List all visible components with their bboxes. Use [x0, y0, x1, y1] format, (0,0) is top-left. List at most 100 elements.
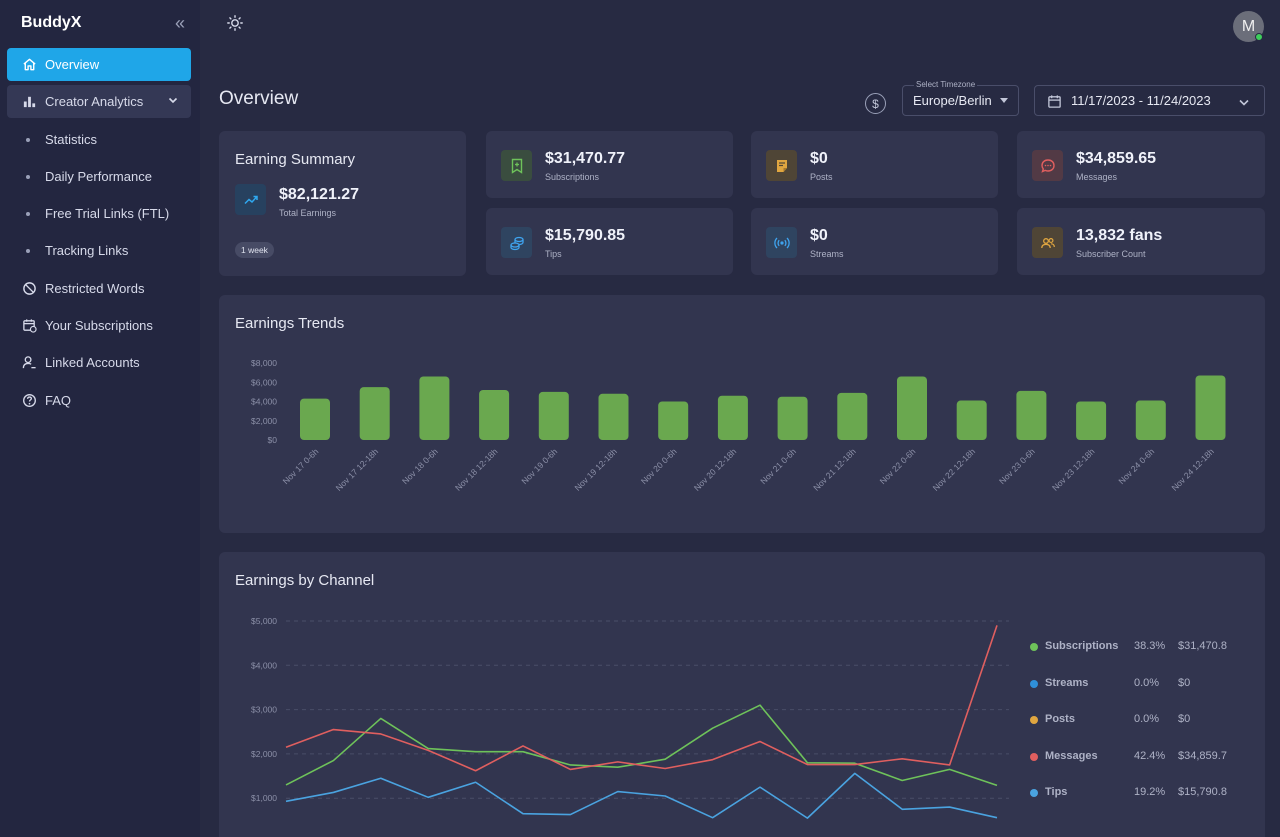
sidebar-item-label: Statistics — [45, 131, 98, 147]
bar[interactable] — [300, 398, 330, 440]
trending-up-icon — [235, 184, 266, 215]
sidebar-item-your-subscriptions[interactable]: Your Subscriptions — [7, 309, 191, 342]
stat-label: Messages — [1076, 172, 1118, 182]
x-tick-label: Nov 20 0-6h — [639, 446, 679, 486]
legend-amount: $34,859.7 — [1178, 749, 1227, 762]
calendar-icon — [1047, 94, 1062, 112]
sidebar-item-label: FAQ — [45, 392, 72, 408]
legend-percent: 42.4% — [1134, 749, 1166, 762]
legend-item-subscriptions[interactable]: Subscriptions 38.3% $31,470.8 — [1030, 639, 1260, 655]
sidebar-item-free-trial-links[interactable]: Free Trial Links (FTL) — [7, 197, 191, 230]
stat-label: Subscriber Count — [1076, 249, 1146, 259]
bar[interactable] — [717, 395, 748, 440]
avatar-letter: M — [1241, 17, 1256, 35]
stat-card-posts: $0 Posts — [751, 131, 998, 198]
broadcast-icon — [766, 227, 797, 258]
sidebar-item-label: Your Subscriptions — [45, 318, 153, 334]
sidebar-item-faq[interactable]: FAQ — [7, 384, 191, 417]
sidebar-item-label: Daily Performance — [45, 168, 152, 184]
bar[interactable] — [897, 376, 927, 440]
caret-down-icon — [1000, 98, 1008, 103]
x-tick-label: Nov 22 0-6h — [878, 446, 918, 486]
currency-button[interactable]: $ — [865, 93, 886, 114]
bar[interactable] — [598, 393, 629, 440]
period-chip[interactable]: 1 week — [235, 242, 274, 258]
bar[interactable] — [1076, 401, 1107, 441]
x-tick-label: Nov 17 0-6h — [281, 446, 321, 486]
bar[interactable] — [1195, 375, 1226, 440]
help-circle-icon — [21, 392, 37, 408]
bar[interactable] — [1016, 390, 1047, 440]
stat-label: Tips — [545, 249, 562, 259]
sidebar-item-tracking-links[interactable]: Tracking Links — [7, 234, 191, 267]
x-tick-label: Nov 23 0-6h — [997, 446, 1037, 486]
bar[interactable] — [479, 389, 510, 440]
sidebar: BuddyX « Overview Creator Analytics Stat… — [0, 0, 200, 837]
bookmark-plus-icon — [501, 150, 532, 181]
bar[interactable] — [837, 392, 868, 440]
y-tick-label: $6,000 — [251, 377, 277, 387]
collapse-sidebar-button[interactable]: « — [170, 13, 190, 33]
sidebar-item-label: Free Trial Links (FTL) — [45, 206, 170, 222]
sidebar-item-statistics[interactable]: Statistics — [7, 123, 191, 156]
earning-summary-card: Earning Summary $82,121.27 Total Earning… — [219, 131, 466, 276]
series-line-tips[interactable] — [285, 772, 998, 819]
sidebar-item-restricted-words[interactable]: Restricted Words — [7, 272, 191, 305]
stat-card-tips: $15,790.85 Tips — [486, 208, 733, 275]
legend-amount: $0 — [1178, 713, 1191, 725]
y-tick-label: $2,000 — [251, 416, 277, 426]
theme-toggle-button[interactable] — [226, 14, 244, 32]
y-tick-label: $5,000 — [251, 616, 277, 626]
earnings-by-channel-chart: $5,000 $4,000 $3,000 $2,000 $1,000 — [251, 616, 1009, 819]
sidebar-item-creator-analytics[interactable]: Creator Analytics — [7, 85, 191, 119]
legend-name: Tips — [1045, 786, 1068, 798]
legend-swatch — [1030, 752, 1038, 761]
y-tick-label: $4,000 — [251, 397, 277, 407]
legend-percent: 38.3% — [1134, 640, 1166, 652]
bar[interactable] — [956, 400, 987, 440]
legend-swatch — [1030, 789, 1038, 797]
stat-card-messages: $34,859.65 Messages — [1017, 131, 1265, 198]
dollar-icon: $ — [872, 96, 879, 111]
y-tick-label: $4,000 — [251, 660, 277, 670]
sidebar-item-overview[interactable]: Overview — [7, 48, 191, 81]
legend-item-posts[interactable]: Posts 0.0% $0 — [1030, 712, 1260, 728]
series-line-messages[interactable] — [285, 625, 998, 772]
chevron-down-icon — [167, 94, 179, 109]
bar[interactable] — [658, 401, 689, 441]
x-tick-label: Nov 18 12-18h — [453, 446, 500, 493]
timezone-select[interactable]: Europe/Berlin — [902, 85, 1019, 116]
ban-icon — [21, 280, 37, 296]
bar[interactable] — [419, 376, 450, 440]
legend-item-streams[interactable]: Streams 0.0% $0 — [1030, 676, 1260, 692]
bar[interactable] — [538, 391, 569, 440]
x-tick-label: Nov 19 12-18h — [572, 446, 619, 493]
legend-name: Subscriptions — [1045, 640, 1119, 652]
sidebar-item-label: Creator Analytics — [45, 94, 144, 110]
bar[interactable] — [359, 387, 390, 440]
series-line-subscriptions[interactable] — [285, 704, 998, 787]
sidebar-item-linked-accounts[interactable]: Linked Accounts — [7, 346, 191, 379]
stat-value: 13,832 fans — [1076, 227, 1163, 244]
legend-name: Messages — [1045, 749, 1098, 762]
bar[interactable] — [777, 396, 808, 440]
legend-name: Streams — [1045, 676, 1089, 689]
sidebar-item-daily-performance[interactable]: Daily Performance — [7, 160, 191, 193]
y-tick-label: $0 — [268, 435, 278, 445]
legend-item-messages[interactable]: Messages 42.4% $34,859.7 — [1030, 749, 1260, 765]
stat-value: $31,470.77 — [545, 150, 626, 167]
timezone-label: Select Timezone — [914, 80, 978, 89]
stat-card-subscriber-count: 13,832 fans Subscriber Count — [1017, 208, 1265, 275]
stat-value: $15,790.85 — [545, 227, 626, 244]
legend-item-tips[interactable]: Tips 19.2% $15,790.8 — [1030, 785, 1260, 801]
x-tick-label: Nov 20 12-18h — [692, 446, 739, 493]
stat-label: Streams — [810, 249, 844, 259]
earnings-trends-title: Earnings Trends — [235, 315, 345, 332]
x-tick-label: Nov 23 12-18h — [1050, 446, 1097, 493]
x-tick-label: Nov 18 0-6h — [400, 446, 440, 486]
date-range-picker[interactable]: 11/17/2023 - 11/24/2023 — [1034, 85, 1265, 116]
total-earnings-label: Total Earnings — [279, 208, 337, 218]
legend-amount: $0 — [1178, 676, 1191, 689]
bar[interactable] — [1135, 400, 1166, 440]
double-chevron-left-icon: « — [174, 13, 185, 33]
